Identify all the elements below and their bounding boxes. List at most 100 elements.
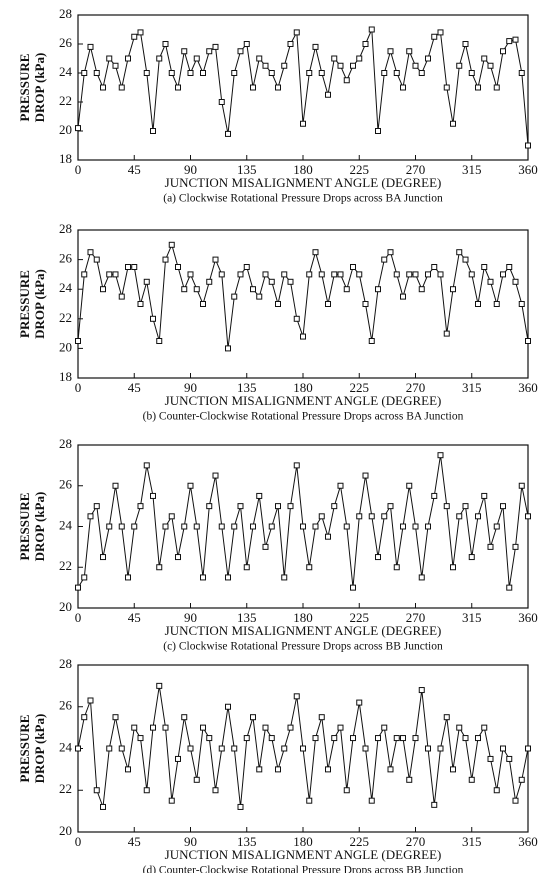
data-point — [381, 513, 388, 520]
data-point — [193, 523, 200, 530]
data-point — [312, 249, 319, 256]
data-point — [375, 735, 381, 742]
data-point — [500, 503, 506, 510]
data-point — [75, 745, 81, 752]
data-point — [187, 70, 194, 76]
data-point — [87, 513, 94, 520]
x-tick-label: 0 — [75, 834, 82, 849]
data-point — [143, 787, 150, 794]
x-tick-label: 0 — [75, 162, 82, 177]
data-point — [156, 55, 163, 62]
data-point — [362, 41, 369, 47]
x-tick-label: 315 — [462, 834, 482, 849]
data-point — [162, 256, 169, 263]
x-axis-title: JUNCTION MISALIGNMENT ANGLE (DEGREE) — [165, 623, 442, 638]
x-tick-label: 45 — [128, 610, 141, 625]
data-point — [368, 797, 375, 804]
y-tick-label: 18 — [59, 151, 72, 166]
data-point — [281, 62, 288, 69]
data-point — [156, 338, 163, 344]
y-tick-label: 24 — [59, 739, 73, 754]
data-point — [375, 554, 381, 561]
data-point — [287, 724, 294, 731]
data-point — [200, 724, 206, 731]
y-axis-title: DROP (kPa) — [32, 269, 47, 339]
y-tick-label: 20 — [59, 339, 72, 354]
data-point — [337, 62, 344, 69]
x-tick-label: 90 — [184, 610, 197, 625]
data-line — [77, 243, 529, 349]
data-point — [200, 301, 206, 307]
data-point — [331, 503, 338, 510]
data-point — [331, 55, 338, 62]
data-point — [275, 301, 281, 307]
data-point — [481, 55, 488, 62]
data-point — [456, 513, 463, 520]
data-point — [250, 714, 256, 721]
data-point — [350, 62, 356, 69]
data-point — [350, 735, 356, 742]
y-tick-label: 18 — [59, 369, 72, 384]
data-point — [481, 492, 488, 499]
data-point — [418, 574, 425, 581]
data-point — [100, 84, 106, 91]
data-point — [168, 241, 175, 248]
data-point — [93, 70, 100, 76]
y-tick-label: 28 — [59, 6, 72, 21]
data-point — [468, 271, 475, 278]
data-point — [100, 803, 106, 810]
data-point — [512, 36, 519, 43]
data-point — [450, 564, 456, 571]
data-point — [168, 797, 175, 804]
data-point — [487, 278, 494, 285]
data-point — [518, 482, 525, 489]
data-point — [118, 293, 125, 300]
data-point — [293, 315, 300, 322]
data-point — [218, 99, 225, 105]
x-axis-title: JUNCTION MISALIGNMENT ANGLE (DEGREE) — [165, 847, 442, 862]
data-point — [425, 745, 431, 752]
data-point — [493, 523, 500, 530]
y-axis-title: DROP (kPa) — [32, 714, 47, 784]
x-tick-label: 45 — [128, 380, 141, 395]
data-point — [250, 523, 256, 530]
data-point — [212, 256, 219, 263]
data-point — [356, 699, 363, 706]
data-point — [506, 755, 513, 762]
data-point — [206, 735, 213, 742]
data-point — [450, 286, 456, 293]
data-point — [468, 70, 475, 76]
data-point — [512, 797, 519, 804]
data-point — [518, 776, 525, 783]
data-point — [506, 264, 513, 270]
data-point — [268, 523, 275, 530]
data-point — [481, 724, 488, 731]
data-point — [293, 462, 300, 469]
data-point — [318, 714, 325, 721]
data-point — [481, 264, 488, 270]
data-point — [150, 724, 156, 731]
data-point — [362, 745, 369, 752]
data-point — [387, 503, 394, 510]
x-tick-label: 270 — [406, 834, 426, 849]
y-tick-label: 28 — [59, 221, 72, 236]
data-point — [181, 48, 188, 55]
data-point — [118, 523, 125, 530]
data-point — [475, 84, 481, 91]
data-point — [462, 256, 469, 263]
data-point — [87, 43, 94, 50]
data-point — [93, 787, 100, 794]
data-point — [325, 91, 331, 98]
data-point — [312, 735, 319, 742]
y-tick-label: 22 — [59, 93, 72, 108]
data-point — [212, 43, 219, 50]
data-point — [162, 41, 169, 47]
data-point — [187, 482, 194, 489]
x-tick-label: 180 — [293, 380, 313, 395]
data-point — [137, 735, 144, 742]
data-point — [468, 554, 475, 561]
x-axis-title: JUNCTION MISALIGNMENT ANGLE (DEGREE) — [165, 393, 442, 408]
x-tick-label: 45 — [128, 834, 141, 849]
plot-frame — [77, 14, 529, 161]
